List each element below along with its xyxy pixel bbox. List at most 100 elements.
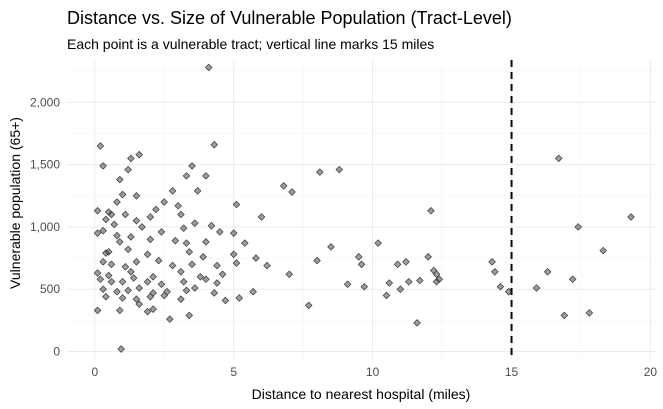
data-point <box>132 192 141 200</box>
data-point <box>121 263 130 271</box>
data-point <box>229 250 238 259</box>
data-point <box>204 63 213 72</box>
data-point <box>288 188 296 196</box>
data-point <box>313 256 321 265</box>
data-point <box>202 275 210 284</box>
data-point <box>585 309 594 317</box>
data-point <box>182 172 191 180</box>
data-point <box>143 277 152 286</box>
data-point <box>402 258 410 266</box>
data-point <box>241 239 249 247</box>
data-point <box>249 287 257 296</box>
data-point <box>374 239 382 247</box>
data-point <box>316 168 324 176</box>
data-point <box>232 259 241 267</box>
data-point <box>491 267 499 276</box>
data-point <box>129 274 138 282</box>
data-point <box>104 271 113 280</box>
data-point <box>93 206 102 215</box>
data-point <box>627 213 635 221</box>
y-axis-title: Vulnerable population (65+) <box>7 117 23 289</box>
data-point <box>221 296 230 305</box>
data-point <box>177 267 185 276</box>
data-point <box>107 210 116 219</box>
data-point <box>127 267 135 276</box>
data-point <box>393 260 402 269</box>
data-point <box>93 269 102 277</box>
data-point <box>382 291 391 300</box>
data-point <box>191 219 199 227</box>
data-point <box>118 277 127 286</box>
data-point <box>354 253 363 261</box>
data-point <box>157 280 166 289</box>
data-point <box>252 254 260 262</box>
data-point <box>432 270 441 279</box>
data-point <box>532 284 541 292</box>
data-point <box>196 272 205 281</box>
x-tick-label: 10 <box>366 365 380 379</box>
data-point <box>560 311 569 320</box>
data-point <box>554 154 563 163</box>
data-point <box>160 291 169 300</box>
data-point <box>149 305 157 313</box>
data-point <box>96 142 105 150</box>
data-point <box>168 261 177 270</box>
data-point <box>135 300 144 308</box>
data-point <box>115 175 124 184</box>
data-point <box>185 311 194 320</box>
data-point <box>99 258 107 266</box>
data-point <box>93 306 102 315</box>
data-point <box>185 248 194 256</box>
data-point <box>416 276 424 285</box>
x-axis-title: Distance to nearest hospital (miles) <box>252 386 471 402</box>
data-point <box>360 282 369 291</box>
data-point <box>127 154 135 163</box>
data-point <box>263 261 271 270</box>
x-axis-ticks: 0 5 10 15 20 <box>91 365 657 379</box>
data-point <box>177 210 185 219</box>
data-point <box>191 284 199 292</box>
data-point <box>143 250 152 259</box>
data-point <box>202 172 210 180</box>
data-point <box>152 205 160 214</box>
y-tick-label: 2,000 <box>30 95 60 109</box>
data-point <box>213 279 221 287</box>
data-point <box>179 224 188 232</box>
data-point <box>543 267 552 276</box>
data-point <box>99 285 107 294</box>
data-point <box>143 307 152 316</box>
data-point <box>102 292 110 301</box>
data-point <box>232 200 241 209</box>
data-point <box>193 187 202 195</box>
data-point <box>132 258 141 266</box>
data-point <box>188 260 196 269</box>
x-tick-label: 0 <box>91 365 98 379</box>
data-point <box>279 182 288 190</box>
x-tick-label: 15 <box>505 365 519 379</box>
chart-title: Distance vs. Size of Vulnerable Populati… <box>67 8 512 28</box>
data-point <box>568 275 577 284</box>
data-point <box>177 295 185 303</box>
data-point <box>168 187 177 195</box>
data-point <box>124 286 132 295</box>
data-point <box>171 236 180 245</box>
data-point <box>496 282 505 291</box>
data-point <box>182 239 191 247</box>
data-point <box>157 228 166 236</box>
data-point <box>202 238 210 246</box>
data-point <box>182 286 191 295</box>
data-point <box>146 292 155 301</box>
data-point <box>146 213 155 221</box>
data-point <box>335 165 344 174</box>
data-point <box>124 165 132 174</box>
data-point <box>107 277 116 286</box>
data-point <box>99 162 107 170</box>
data-point <box>124 245 132 254</box>
data-point <box>96 275 105 284</box>
data-point <box>210 140 219 149</box>
data-points <box>93 63 635 353</box>
data-point <box>213 261 221 270</box>
data-point <box>188 162 196 170</box>
data-point <box>104 248 113 256</box>
data-point <box>385 279 394 287</box>
